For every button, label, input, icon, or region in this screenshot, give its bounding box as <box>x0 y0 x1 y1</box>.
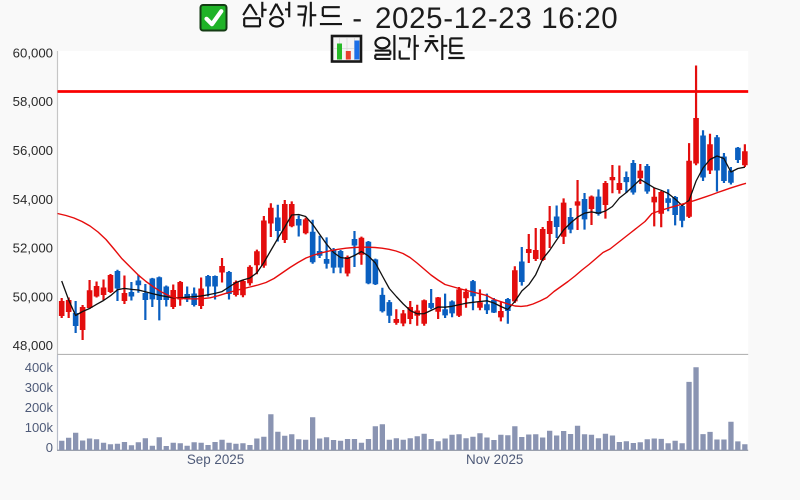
svg-text:60,000: 60,000 <box>13 45 53 60</box>
svg-text:Nov 2025: Nov 2025 <box>466 452 523 467</box>
svg-text:200k: 200k <box>25 400 54 415</box>
svg-text:52,000: 52,000 <box>13 241 53 256</box>
svg-text:400k: 400k <box>25 360 54 375</box>
svg-text:100k: 100k <box>25 420 54 435</box>
svg-text:-: - <box>352 2 362 35</box>
svg-text:56,000: 56,000 <box>13 143 53 158</box>
svg-text:54,000: 54,000 <box>13 192 53 207</box>
svg-text:Sep 2025: Sep 2025 <box>187 452 244 467</box>
svg-text:0: 0 <box>46 440 53 455</box>
svg-text:58,000: 58,000 <box>13 94 53 109</box>
svg-text:300k: 300k <box>25 380 54 395</box>
svg-text:50,000: 50,000 <box>13 289 53 304</box>
svg-text:2025-12-23 16:20: 2025-12-23 16:20 <box>375 2 618 35</box>
svg-text:48,000: 48,000 <box>13 338 53 353</box>
